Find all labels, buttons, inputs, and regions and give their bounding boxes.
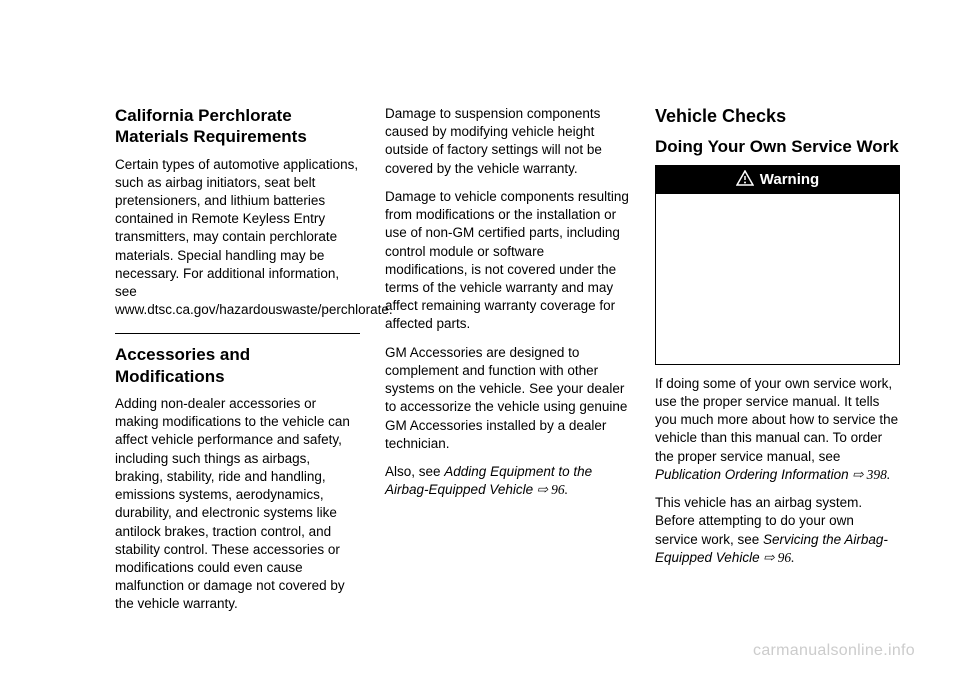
text-also-see-prefix: Also, see <box>385 464 444 479</box>
text-service-prefix: If doing some of your own service work, … <box>655 376 898 464</box>
heading-perchlorate: California Perchlorate Materials Require… <box>115 105 360 148</box>
heading-vehicle-checks: Vehicle Checks <box>655 105 900 128</box>
para-perchlorate: Certain types of automotive applications… <box>115 156 360 320</box>
watermark: carmanualsonline.info <box>753 642 915 660</box>
warning-header: Warning <box>656 166 899 194</box>
page-content: California Perchlorate Materials Require… <box>0 0 960 664</box>
divider <box>115 333 360 334</box>
warning-box: Warning <box>655 165 900 365</box>
heading-accessories: Accessories and Modifications <box>115 344 360 387</box>
warning-body <box>656 194 899 364</box>
para-service-manual: If doing some of your own service work, … <box>655 375 900 484</box>
text-service-page: ⇨ 398. <box>849 467 891 482</box>
para-suspension: Damage to suspension components caused b… <box>385 105 630 178</box>
para-gm-accessories: GM Accessories are designed to complemen… <box>385 344 630 453</box>
heading-service-work: Doing Your Own Service Work <box>655 136 900 157</box>
para-also-see: Also, see Adding Equipment to the Airbag… <box>385 463 630 499</box>
column-1: California Perchlorate Materials Require… <box>115 105 360 624</box>
para-airbag-system: This vehicle has an airbag system. Befor… <box>655 494 900 567</box>
warning-label: Warning <box>760 171 819 188</box>
column-2: Damage to suspension components caused b… <box>385 105 630 624</box>
text-also-see-page: ⇨ 96. <box>533 482 568 497</box>
para-components: Damage to vehicle components resulting f… <box>385 188 630 334</box>
warning-triangle-icon <box>736 170 754 190</box>
text-airbag-page: ⇨ 96. <box>760 550 795 565</box>
column-3: Vehicle Checks Doing Your Own Service Wo… <box>655 105 900 624</box>
text-service-ref: Publication Ordering Information <box>655 467 849 482</box>
para-accessories: Adding non-dealer accessories or making … <box>115 395 360 614</box>
